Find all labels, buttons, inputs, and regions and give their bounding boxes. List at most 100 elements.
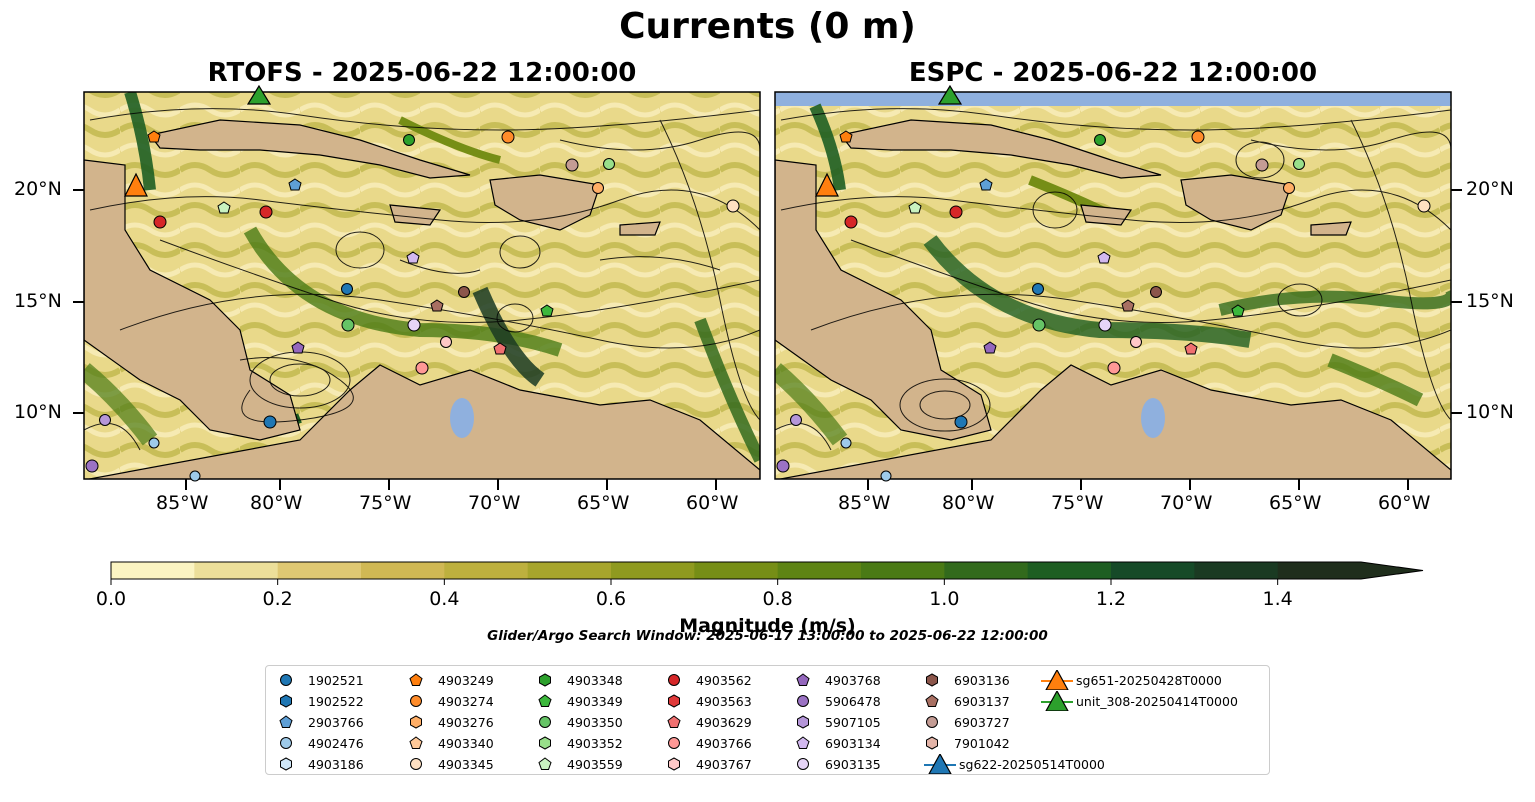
legend-item: 4903348 xyxy=(537,670,623,690)
colorbar-extend-arrow xyxy=(1361,562,1423,579)
legend-label: 4903768 xyxy=(825,672,881,688)
lon-label: 85°W xyxy=(838,492,891,514)
colorbar-segment xyxy=(527,562,612,579)
legend-marker-icon xyxy=(668,694,680,708)
legend-marker-icon xyxy=(539,736,551,750)
legend-item: 4903629 xyxy=(666,712,752,732)
colorbar-tick-label: 1.0 xyxy=(929,588,960,610)
legend-label: 6903727 xyxy=(954,714,1010,730)
legend-label: 4903348 xyxy=(567,672,623,688)
legend-marker-icon xyxy=(279,715,293,728)
lat-label: 20°N xyxy=(14,178,62,200)
lon-label: 80°W xyxy=(942,492,995,514)
legend-marker-icon xyxy=(797,715,809,729)
legend-item: 4903766 xyxy=(666,733,752,753)
colorbar-tick-label: 1.4 xyxy=(1262,588,1293,610)
legend-label: 4903562 xyxy=(696,672,752,688)
legend-item: 4903249 xyxy=(408,670,494,690)
legend-label: 6903135 xyxy=(825,756,881,772)
legend-label: 1902521 xyxy=(308,672,364,688)
legend-marker-icon xyxy=(797,758,809,770)
legend-marker-icon xyxy=(539,673,551,687)
colorbar-segment xyxy=(611,562,695,579)
legend-item: 4903276 xyxy=(408,712,494,732)
colorbar-segment xyxy=(444,562,529,579)
lat-label: 10°N xyxy=(14,401,62,423)
legend-label: sg622-20250514T0000 xyxy=(959,756,1105,772)
legend-label: 5907105 xyxy=(825,714,881,730)
legend: 1902521 1902522 2903766 4902476 4903186 49032… xyxy=(265,665,1270,775)
figure-title: Currents (0 m) xyxy=(619,6,916,47)
legend-item: 4903345 xyxy=(408,754,494,774)
legend-marker-icon xyxy=(925,694,939,707)
colorbar-segment xyxy=(277,562,362,579)
legend-label: 6903137 xyxy=(954,693,1010,709)
colorbar xyxy=(110,561,1424,585)
legend-label: 4903766 xyxy=(696,735,752,751)
legend-item: 4903767 xyxy=(666,754,752,774)
colorbar-tick-label: 0.6 xyxy=(595,588,627,610)
glider-markers xyxy=(124,84,963,197)
legend-marker-icon xyxy=(796,736,810,749)
legend-item: unit_308-20250414T0000 xyxy=(1041,691,1238,711)
legend-item: sg622-20250514T0000 xyxy=(924,754,1105,774)
legend-item: sg651-20250428T0000 xyxy=(1041,670,1222,690)
legend-marker-icon xyxy=(280,737,292,749)
lon-label: 80°W xyxy=(250,492,303,514)
legend-item: 4903340 xyxy=(408,733,494,753)
legend-marker-icon xyxy=(409,673,423,686)
legend-label: 7901042 xyxy=(954,735,1010,751)
legend-label: 1902522 xyxy=(308,693,364,709)
colorbar-segment xyxy=(1194,562,1279,579)
legend-marker-icon xyxy=(796,673,810,686)
legend-item: 5907105 xyxy=(795,712,881,732)
legend-item: 4903349 xyxy=(537,691,623,711)
legend-label: 5906478 xyxy=(825,693,881,709)
lon-label: 85°W xyxy=(156,492,209,514)
legend-item: 6903134 xyxy=(795,733,881,753)
legend-item: 4903768 xyxy=(795,670,881,690)
legend-label: 4903563 xyxy=(696,693,752,709)
legend-item: 6903136 xyxy=(924,670,1010,690)
colorbar-segment xyxy=(1111,562,1195,579)
colorbar-label: Magnitude (m/s) xyxy=(679,615,856,637)
glider-unit308-espc xyxy=(937,84,963,105)
legend-label: 2903766 xyxy=(308,714,364,730)
espc-map xyxy=(775,92,1451,479)
legend-item: 7901042 xyxy=(924,733,1010,753)
colorbar-segment xyxy=(361,562,445,579)
colorbar-tick-label: 0.2 xyxy=(262,588,293,610)
legend-label: unit_308-20250414T0000 xyxy=(1076,693,1238,709)
lat-label: 15°N xyxy=(14,290,62,312)
legend-item: 4903352 xyxy=(537,733,623,753)
legend-marker-icon xyxy=(539,716,551,728)
legend-marker-icon xyxy=(926,736,938,750)
colorbar-segment xyxy=(944,562,1029,579)
lat-label: 15°N xyxy=(1466,290,1514,312)
lon-label: 75°W xyxy=(1051,492,1104,514)
argo-markers xyxy=(85,130,1431,482)
legend-label: 4903340 xyxy=(438,735,494,751)
legend-label: 4902476 xyxy=(308,735,364,751)
glider-sg651-rtofs xyxy=(124,172,148,197)
lon-label: 60°W xyxy=(686,492,739,514)
colorbar-segment xyxy=(777,562,862,579)
legend-marker-icon xyxy=(410,715,422,729)
colorbar-segment xyxy=(694,562,779,579)
colorbar-tick-label: 0.4 xyxy=(429,588,460,610)
legend-marker-icon xyxy=(538,757,552,770)
lon-label: 75°W xyxy=(359,492,412,514)
legend-item: 6903137 xyxy=(924,691,1010,711)
lon-label: 70°W xyxy=(1160,492,1213,514)
legend-item: 2903766 xyxy=(278,712,364,732)
colorbar-segment xyxy=(1027,562,1112,579)
colorbar-segment xyxy=(194,562,279,579)
colorbar-segment xyxy=(861,562,945,579)
lon-label: 60°W xyxy=(1378,492,1431,514)
legend-label: 4903345 xyxy=(438,756,494,772)
legend-marker-icon xyxy=(1041,670,1073,690)
legend-item: 4903559 xyxy=(537,754,623,774)
lon-label: 70°W xyxy=(468,492,521,514)
legend-marker-icon xyxy=(926,716,938,728)
axis-ticks xyxy=(73,189,1462,490)
